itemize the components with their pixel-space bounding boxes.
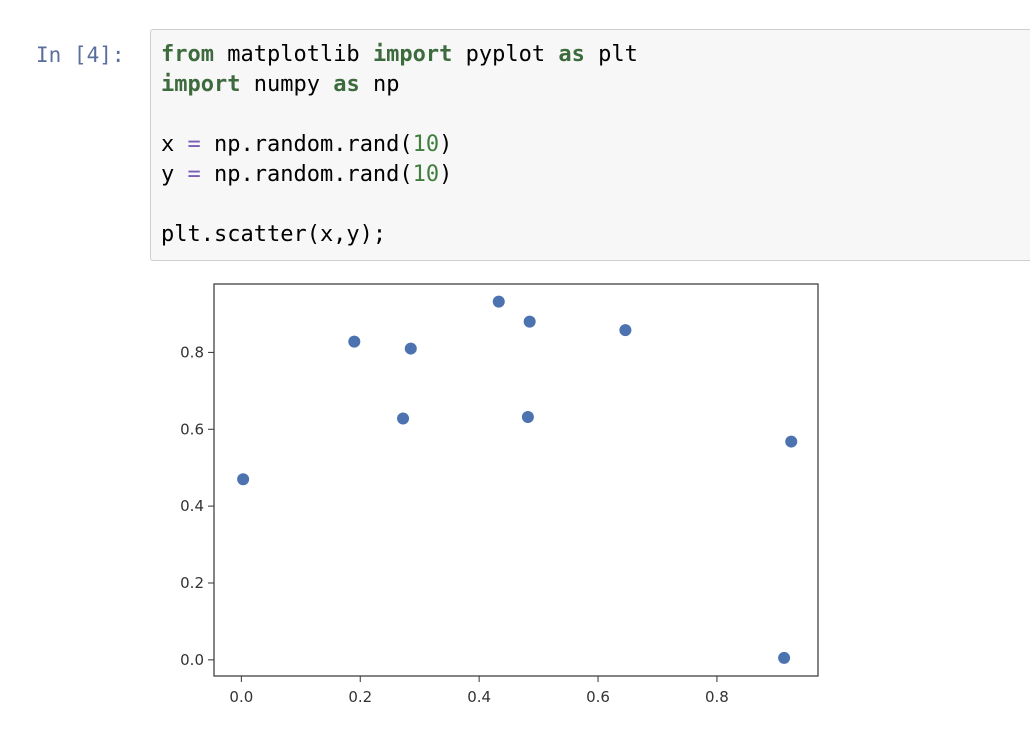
scatter-point — [492, 295, 505, 308]
code-token: from — [161, 42, 214, 67]
x-tick-label: 0.0 — [229, 688, 253, 706]
scatter-point — [619, 324, 632, 337]
code-token: ) — [439, 132, 453, 157]
code-token: np — [359, 72, 400, 97]
scatter-point — [785, 435, 798, 448]
scatter-point — [778, 651, 791, 664]
code-line — [161, 100, 1030, 130]
scatter-point — [348, 335, 361, 348]
scatter-point — [523, 315, 536, 328]
code-line: plt.scatter(x,y); — [161, 220, 1030, 250]
x-tick-label: 0.6 — [586, 688, 610, 706]
code-token: numpy — [240, 72, 334, 97]
code-line: x = np.random.rand(10) — [161, 130, 1030, 160]
code-token: 10 — [412, 132, 440, 157]
y-tick-label: 0.4 — [180, 497, 204, 515]
axes-frame — [213, 283, 819, 677]
code-token: ) — [439, 162, 453, 187]
cell-input-prompt: In [4]: — [36, 43, 125, 67]
code-token: 10 — [412, 162, 440, 187]
scatter-point — [397, 412, 410, 425]
code-line: from matplotlib import pyplot as plt — [161, 40, 1030, 70]
code-token: matplotlib — [213, 42, 373, 67]
scatter-point — [404, 342, 417, 355]
y-tick-label: 0.0 — [180, 651, 204, 669]
y-tick-label: 0.6 — [180, 420, 204, 438]
code-token: as — [558, 42, 585, 67]
code-token: pyplot — [452, 42, 559, 67]
code-token: import — [161, 72, 241, 97]
code-token: plt.scatter(x,y); — [161, 222, 387, 247]
code-token: x — [161, 132, 188, 157]
code-line: y = np.random.rand(10) — [161, 160, 1030, 190]
x-tick-label: 0.8 — [705, 688, 729, 706]
scatter-point — [237, 473, 250, 486]
x-tick-label: 0.2 — [348, 688, 372, 706]
y-tick-label: 0.8 — [180, 343, 204, 361]
scatter-point — [521, 410, 534, 423]
y-tick-label: 0.2 — [180, 574, 204, 592]
x-tick-label: 0.4 — [467, 688, 491, 706]
code-token: as — [333, 72, 360, 97]
cell-output-plot: 0.0 0.2 0.4 0.6 0.8 0.0 0.2 0.4 0.6 0.8 — [150, 265, 850, 725]
code-token: import — [372, 42, 453, 67]
code-token: = — [187, 162, 201, 187]
code-token: = — [187, 132, 201, 157]
code-token: plt — [584, 42, 638, 67]
scatter-chart: 0.0 0.2 0.4 0.6 0.8 0.0 0.2 0.4 0.6 0.8 — [180, 283, 819, 706]
code-token: np.random.rand( — [200, 132, 413, 157]
code-line: import numpy as np — [161, 70, 1030, 100]
code-line — [161, 190, 1030, 220]
code-token: y — [161, 162, 188, 187]
code-token: np.random.rand( — [200, 162, 413, 187]
code-cell-editor[interactable]: from matplotlib import pyplot as plt impo… — [150, 29, 1030, 261]
